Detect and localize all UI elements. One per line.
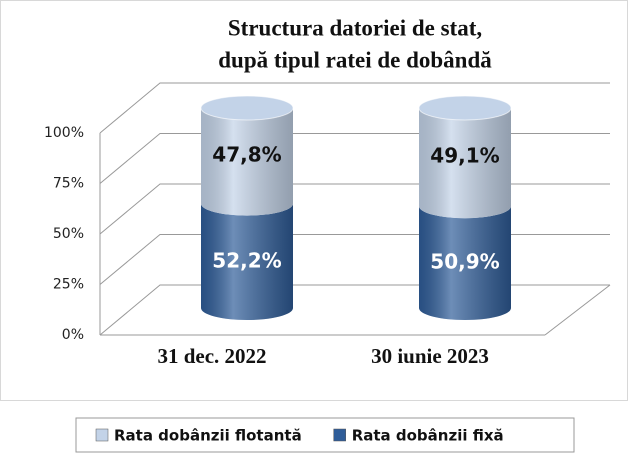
cylinder-top: [418, 95, 512, 121]
value-label: 47,8%: [212, 142, 281, 166]
legend-swatch: [95, 428, 109, 442]
grid-line: [99, 234, 610, 285]
y-tick-label: 100%: [44, 125, 84, 141]
y-tick-label: 50%: [53, 226, 84, 242]
cylinder-shade: [419, 108, 511, 219]
cylinder-segment: [201, 203, 293, 320]
grid-line: [99, 284, 610, 336]
axis-line: [544, 284, 611, 336]
cylinder-shade: [201, 203, 293, 320]
y-tick-label: 25%: [53, 277, 84, 293]
cylinder-segment: [200, 95, 294, 216]
cylinder-shade: [201, 108, 293, 216]
value-label: 52,2%: [212, 248, 281, 272]
y-tick-label: 0%: [62, 327, 84, 343]
legend-label: Rata dobânzii flotantă: [114, 427, 302, 445]
value-label: 50,9%: [430, 250, 499, 274]
cylinder-segment: [418, 95, 512, 219]
legend-swatch: [333, 428, 346, 442]
grid-line: [99, 183, 610, 235]
y-tick-label: 75%: [53, 176, 84, 192]
chart-title: Structura datoriei de stat,: [228, 15, 482, 40]
cylinder-segment: [419, 206, 511, 320]
cylinder-top: [200, 95, 294, 121]
cylinder-shade: [419, 206, 511, 320]
legend-label: Rata dobânzii fixă: [352, 427, 504, 445]
value-label: 49,1%: [430, 144, 499, 168]
legend-box: [75, 417, 575, 453]
grid-line: [99, 133, 610, 184]
chart-title: după tipul ratei de dobândă: [218, 47, 492, 72]
x-tick-label: 30 iunie 2023: [371, 344, 489, 368]
x-tick-label: 31 dec. 2022: [157, 344, 266, 368]
grid-line: [99, 82, 610, 134]
